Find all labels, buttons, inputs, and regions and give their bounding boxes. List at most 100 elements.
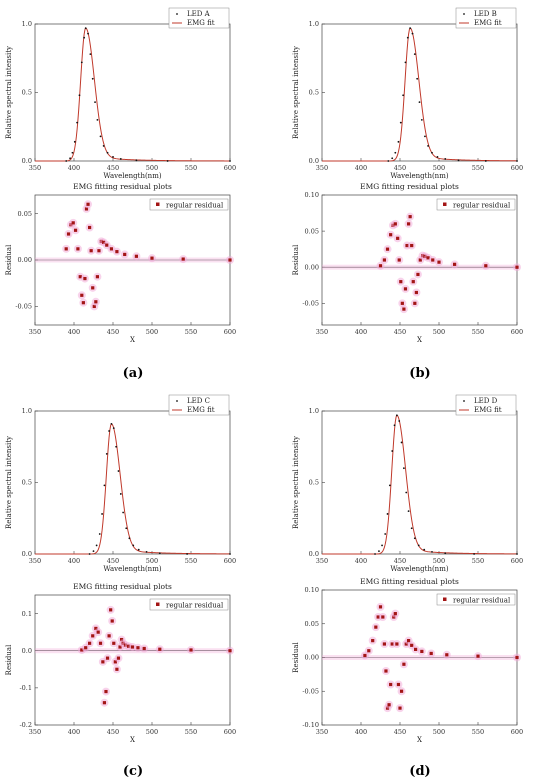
residual-data-point bbox=[398, 706, 402, 710]
spectrum-plot-frame bbox=[321, 23, 518, 162]
residual-x-tick-label: 550 bbox=[185, 328, 197, 336]
spectrum-x-tick-label: 600 bbox=[224, 164, 236, 172]
legend-label-fit: EMG fit bbox=[474, 19, 502, 27]
residual-chart: 350 400 450 500 550 600 -0.2 -0.1 0.0 0.1 X Residua… bbox=[5, 582, 236, 744]
residual-data-point bbox=[403, 287, 408, 291]
residual-data-point bbox=[84, 207, 89, 211]
legend-label-led: LED A bbox=[187, 10, 211, 18]
spectrum-data-point bbox=[71, 151, 74, 154]
residual-data-point bbox=[445, 653, 449, 657]
residual-x-tick-label: 350 bbox=[29, 728, 41, 736]
spectrum-data-point bbox=[418, 101, 421, 103]
residual-y-axis-label: Residual bbox=[292, 244, 300, 275]
spectrum-x-axis-label: Wavelength(nm) bbox=[103, 172, 161, 180]
spectrum-data-point bbox=[158, 552, 161, 555]
legend-label-fit: EMG fit bbox=[187, 19, 215, 27]
spectrum-y-tick-label: 1.0 bbox=[309, 407, 319, 415]
residual-x-tick-label: 550 bbox=[472, 728, 484, 736]
residual-data-point bbox=[376, 615, 380, 619]
residual-y-axis-label: Residual bbox=[5, 644, 13, 675]
spectrum-data-point bbox=[135, 159, 138, 162]
residual-data-point bbox=[142, 646, 146, 651]
residual-data-point bbox=[515, 655, 519, 660]
spectrum-data-point bbox=[378, 550, 380, 553]
spectrum-chart: 350 400 450 500 550 600 0.0 0.5 1.0 Wavelength(nm… bbox=[5, 7, 236, 180]
residual-data-point bbox=[393, 222, 397, 226]
residual-data-point bbox=[426, 256, 430, 260]
residual-y-tick-label: 0.1 bbox=[22, 610, 32, 618]
spectrum-data-point bbox=[444, 552, 447, 555]
spectrum-data-point bbox=[229, 160, 231, 162]
residual-data-point bbox=[389, 233, 393, 237]
residual-x-axis-label: X bbox=[417, 336, 422, 344]
legend-label-residual: regular residual bbox=[453, 201, 511, 209]
residual-data-point bbox=[228, 649, 232, 653]
spectrum-data-point bbox=[87, 32, 89, 35]
spectrum-data-point bbox=[88, 553, 91, 555]
spectrum-x-tick-label: 450 bbox=[107, 164, 119, 172]
residual-y-tick-label: 0.00 bbox=[18, 256, 32, 264]
spectrum-data-point bbox=[76, 121, 79, 124]
residual-chart-title: EMG fitting residual plots bbox=[73, 182, 172, 191]
spectrum-x-tick-label: 350 bbox=[316, 164, 328, 172]
residual-chart: 350 400 450 500 550 600 -0.05 0.00 0.05 X Residual… bbox=[5, 182, 236, 344]
spectrum-x-tick-label: 600 bbox=[511, 164, 523, 172]
residual-y-tick-label: -0.1 bbox=[19, 684, 32, 692]
residual-data-point bbox=[115, 250, 119, 254]
residual-data-point bbox=[109, 608, 113, 612]
spectrum-data-point bbox=[416, 77, 419, 80]
residual-x-tick-label: 350 bbox=[29, 328, 41, 336]
spectrum-data-point bbox=[128, 537, 131, 540]
residual-chart-title: EMG fitting residual plots bbox=[73, 582, 172, 591]
spectrum-y-axis-label: Relative spectral intensity bbox=[5, 436, 13, 529]
residual-data-point bbox=[418, 258, 422, 262]
spectrum-data-point bbox=[411, 32, 414, 35]
residual-baseline-halo bbox=[322, 264, 517, 270]
residual-data-point bbox=[384, 669, 388, 673]
spectrum-data-point bbox=[122, 511, 125, 514]
residual-data-point bbox=[94, 300, 98, 304]
spectrum-y-tick-label: 1.0 bbox=[309, 20, 319, 28]
residual-data-point bbox=[400, 301, 404, 305]
legend-marker-led bbox=[176, 13, 178, 15]
spectrum-data-point bbox=[423, 548, 426, 551]
residual-y-tick-label: 0.00 bbox=[305, 654, 319, 662]
residual-data-point bbox=[115, 667, 119, 671]
legend-marker-residual bbox=[443, 597, 447, 601]
residual-y-tick-label: -0.05 bbox=[302, 300, 319, 308]
residual-data-point bbox=[404, 642, 408, 646]
residual-data-point bbox=[378, 264, 383, 268]
spectrum-data-point bbox=[89, 53, 92, 56]
panel-b: 350 400 450 500 550 600 0.0 0.5 1.0 Wavelength(nm… bbox=[292, 7, 523, 381]
residual-data-point bbox=[228, 258, 232, 262]
residual-data-point bbox=[453, 262, 457, 266]
residual-data-point bbox=[136, 646, 140, 650]
residual-data-point bbox=[408, 215, 412, 219]
spectrum-data-point bbox=[388, 484, 391, 487]
spectrum-data-point bbox=[65, 160, 68, 162]
spectrum-data-point bbox=[381, 544, 383, 547]
residual-chart: 350 400 450 500 550 600 -0.05 0.00 0.05 0.10 X Resi… bbox=[292, 182, 523, 344]
spectrum-x-tick-label: 400 bbox=[68, 164, 80, 172]
residual-data-point bbox=[98, 641, 103, 645]
spectrum-data-point bbox=[108, 430, 110, 432]
residual-x-tick-label: 550 bbox=[185, 728, 197, 736]
spectrum-data-point bbox=[424, 135, 426, 138]
residual-legend: regular residual bbox=[436, 198, 516, 211]
legend-marker-led bbox=[463, 13, 465, 15]
residual-data-point bbox=[484, 264, 488, 268]
spectrum-y-tick-label: 0.0 bbox=[22, 550, 32, 558]
panel-caption: (c) bbox=[123, 764, 143, 779]
residual-data-point bbox=[80, 648, 84, 652]
residual-x-axis-label: X bbox=[130, 336, 135, 344]
panel-caption: (d) bbox=[409, 764, 430, 779]
residual-x-tick-label: 500 bbox=[433, 728, 445, 736]
spectrum-x-tick-label: 350 bbox=[29, 164, 41, 172]
spectrum-y-axis-label: Relative spectral intensity bbox=[292, 46, 300, 139]
residual-data-point bbox=[385, 247, 390, 251]
spectrum-x-tick-label: 600 bbox=[224, 557, 236, 565]
spectrum-data-point bbox=[387, 160, 390, 162]
residual-data-point bbox=[406, 222, 411, 226]
residual-data-point bbox=[91, 286, 95, 290]
